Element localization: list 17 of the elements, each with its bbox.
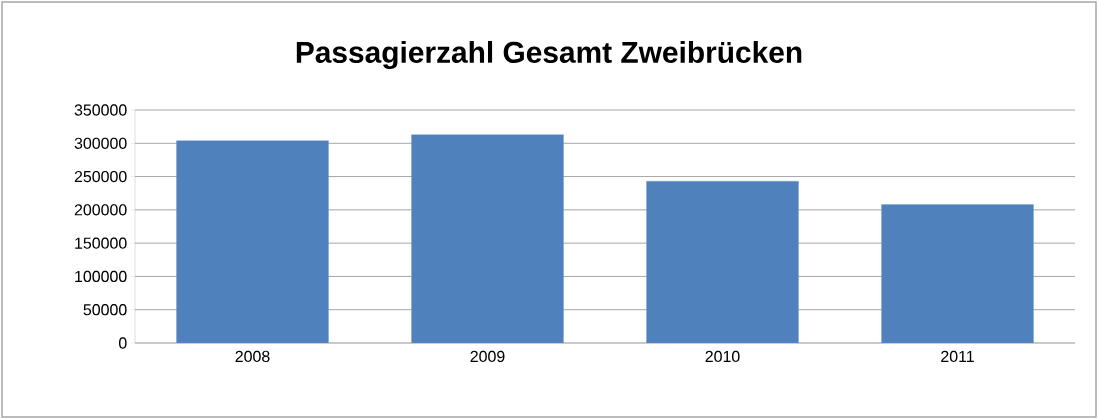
y-tick-label: 100000 (75, 270, 127, 283)
y-tick-label: 0 (118, 337, 127, 349)
y-tick-label: 150000 (75, 237, 127, 249)
y-tick-label: 50000 (83, 304, 127, 316)
bar (646, 181, 799, 343)
y-tick-label: 200000 (74, 204, 127, 216)
x-tick-label: 2008 (235, 350, 270, 363)
x-tick-label: 2011 (941, 350, 974, 363)
bar (176, 140, 329, 343)
chart-title: Passagierzahl Gesamt Zweibrücken (296, 41, 802, 69)
bar (411, 134, 564, 343)
y-tick-label: 300000 (74, 137, 127, 149)
x-tick-label: 2009 (470, 350, 505, 363)
bar (881, 204, 1034, 343)
y-tick-label: 350000 (74, 104, 127, 116)
y-tick-label: 250000 (74, 170, 127, 183)
x-tick-label: 2010 (705, 350, 740, 363)
